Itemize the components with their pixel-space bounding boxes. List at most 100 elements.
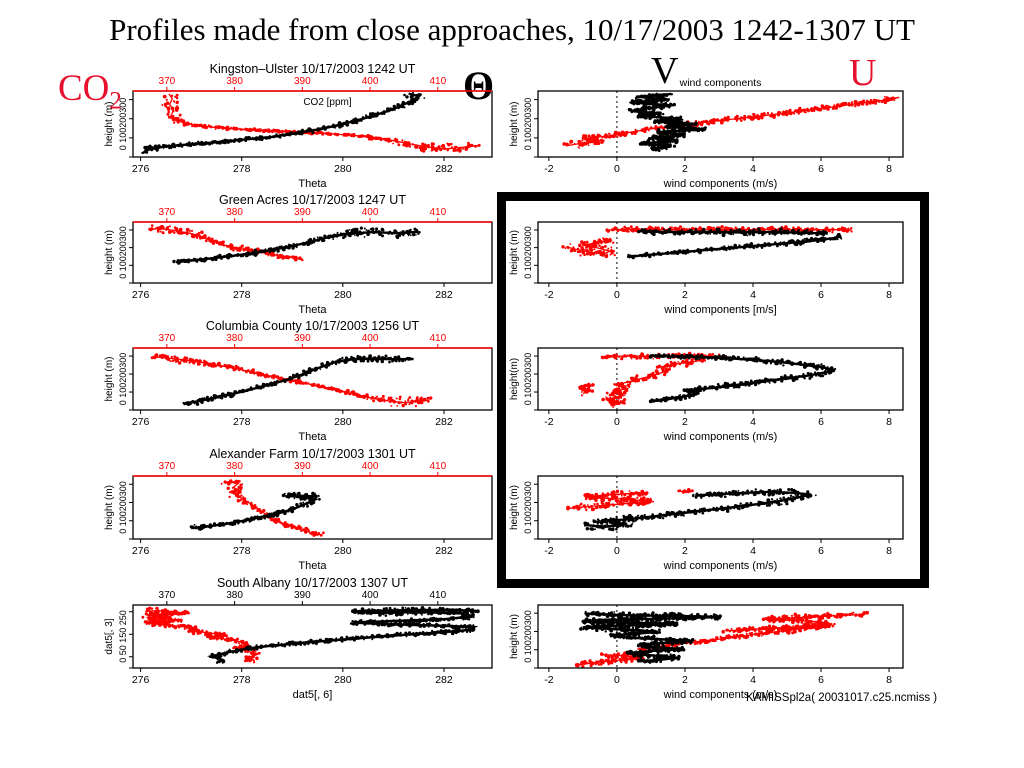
top-tick-label: 400 <box>362 461 379 472</box>
x-tick-label: 276 <box>132 416 150 428</box>
top-tick-label: 410 <box>429 207 446 218</box>
y-tick-labels: 0 100200300 <box>118 353 128 406</box>
y-axis-label: height (m) <box>104 101 115 146</box>
x-tick-label: 280 <box>334 545 352 557</box>
top-tick-label: 370 <box>159 590 176 601</box>
x-tick-label: 278 <box>233 163 251 175</box>
plot-box <box>537 604 904 669</box>
plot-data-3-right <box>578 348 837 410</box>
x-tick-label: 280 <box>334 674 352 686</box>
x-tick-label: 278 <box>233 416 251 428</box>
y-tick-labels: 0 100200300 <box>118 98 128 151</box>
v-annotation: V <box>651 50 679 92</box>
y-axis-label: height (m) <box>104 356 115 401</box>
x-tick-label: 2 <box>682 163 688 175</box>
u-annotation: U <box>849 52 877 94</box>
plot-data-5-right <box>574 605 869 668</box>
x-tick-label: 8 <box>886 416 892 428</box>
x-tick-label: 4 <box>750 163 756 175</box>
plot-2-right: -2 0 2 4 6 8 wind components [m/s] 0 100200300h… <box>509 221 904 316</box>
source-caption: KAMISSpl2a( 20031017.c25.ncmiss ) <box>746 692 938 704</box>
top-tick-label: 400 <box>362 590 379 601</box>
x-tick-label: 278 <box>233 674 251 686</box>
top-tick-label: 400 <box>362 76 379 87</box>
x-tick-label: -2 <box>544 674 553 686</box>
top-tick-label: 410 <box>429 76 446 87</box>
plot-box <box>132 475 493 540</box>
top-tick-label: 390 <box>294 461 311 472</box>
x-tick-label: 278 <box>233 545 251 557</box>
inner-label: CO2 [ppm] <box>303 97 352 108</box>
co2-annotation-text: CO <box>58 68 110 109</box>
top-tick-label: 370 <box>159 76 176 87</box>
x-axis-label: wind components [m/s] <box>663 304 777 316</box>
x-tick-label: 2 <box>682 674 688 686</box>
top-tick-label: 400 <box>362 333 379 344</box>
plot-data-4-right <box>566 476 817 539</box>
y-tick-labels: 0 50 150 250 <box>118 610 128 663</box>
x-tick-label: 276 <box>132 545 150 557</box>
x-tick-label: 276 <box>132 163 150 175</box>
y-tick-labels: 0 100200300 <box>523 353 533 406</box>
x-tick-label: -2 <box>544 545 553 557</box>
plot-data-5-left <box>141 606 480 665</box>
x-tick-label: 2 <box>682 545 688 557</box>
plot-box <box>537 90 904 158</box>
series-line-theta <box>206 608 479 664</box>
x-tick-label: 282 <box>435 289 453 301</box>
plot-1-right: -2 0 2 4 6 8 wind components (m/s) 0 100200300h… <box>509 77 904 190</box>
x-axis-label: dat5[, 6] <box>293 689 333 701</box>
x-tick-label: 8 <box>886 163 892 175</box>
x-tick-label: -2 <box>544 289 553 301</box>
plot-title: Alexander Farm 10/17/2003 1301 UT <box>209 447 416 461</box>
x-tick-label: -2 <box>544 163 553 175</box>
plot-4-right: -2 0 2 4 6 8 wind components (m/s) 0 100200300h… <box>509 475 904 572</box>
plot-3-right: -2 0 2 4 6 8 wind components (m/s) 0 100200300h… <box>509 347 904 443</box>
x-axis-label: wind components (m/s) <box>663 431 778 443</box>
x-tick-label: 8 <box>886 545 892 557</box>
x-tick-label: 0 <box>614 163 620 175</box>
x-tick-label: 4 <box>750 545 756 557</box>
x-tick-label: 280 <box>334 289 352 301</box>
y-axis-label: height (m) <box>509 614 520 659</box>
x-tick-label: 4 <box>750 674 756 686</box>
y-tick-labels: 0 100200300 <box>118 226 128 279</box>
x-tick-label: 0 <box>614 416 620 428</box>
x-tick-label: 282 <box>435 674 453 686</box>
top-tick-label: 370 <box>159 207 176 218</box>
plot-box <box>537 221 904 284</box>
plot-data-3-left <box>150 353 433 408</box>
top-tick-label: 410 <box>429 333 446 344</box>
top-tick-label: 400 <box>362 207 379 218</box>
plot-data-1-right <box>562 91 900 157</box>
x-axis-label: Theta <box>298 560 327 572</box>
y-axis-label: dat5[, 3] <box>104 618 115 654</box>
x-tick-label: 278 <box>233 289 251 301</box>
x-axis-label: Theta <box>298 431 327 443</box>
plot-data-2-right <box>561 222 853 283</box>
highlight-rectangle <box>497 192 929 588</box>
top-tick-label: 380 <box>226 461 243 472</box>
x-tick-label: 6 <box>818 674 824 686</box>
co2-annotation: CO2 <box>58 70 122 113</box>
y-axis-label: height (m) <box>509 101 520 146</box>
top-tick-label: 410 <box>429 461 446 472</box>
y-tick-labels: 0 100200300 <box>523 481 533 534</box>
y-axis-label: height (m) <box>104 230 115 275</box>
x-tick-label: 0 <box>614 674 620 686</box>
y-axis-label: height (m) <box>104 485 115 530</box>
y-axis-label: height (m) <box>509 485 520 530</box>
x-tick-label: 2 <box>682 289 688 301</box>
theta-symbol-annotation: Θ <box>463 63 495 108</box>
plot-5-left: 276 278 280 282 dat5[, 6] 0 50 150 250dat5[, … <box>104 576 493 701</box>
plot-box <box>537 347 904 411</box>
x-tick-label: 6 <box>818 163 824 175</box>
top-tick-label: 380 <box>226 76 243 87</box>
series-line-theta <box>190 494 319 530</box>
x-tick-label: 282 <box>435 163 453 175</box>
x-tick-label: 8 <box>886 674 892 686</box>
